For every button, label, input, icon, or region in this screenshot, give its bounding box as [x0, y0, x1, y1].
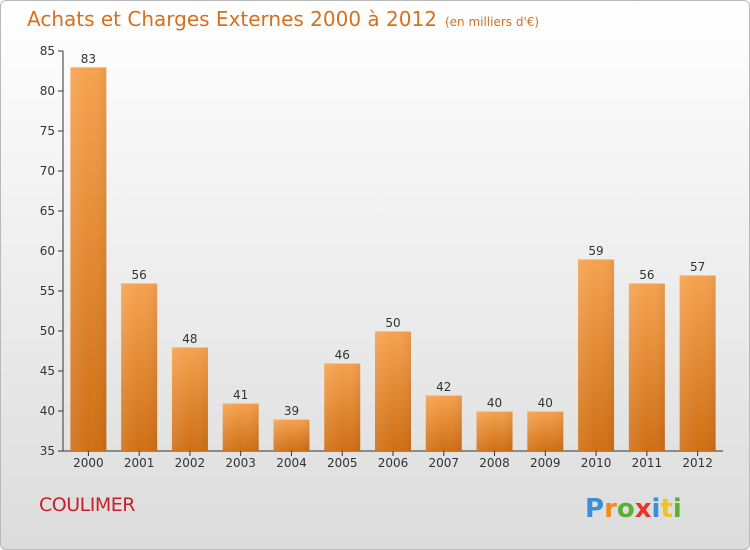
bar-shine-2002: [171, 347, 208, 451]
x-tick-label-2009: 2009: [530, 456, 561, 470]
data-label-2001: 56: [132, 268, 147, 282]
bar-shine-2001: [121, 283, 158, 451]
bar-shine-2009: [527, 411, 564, 451]
y-tick-label: 60: [40, 244, 55, 258]
x-tick-label-2006: 2006: [378, 456, 409, 470]
y-tick-label: 40: [40, 404, 55, 418]
bar-shine-2007: [425, 395, 462, 451]
data-label-2002: 48: [182, 332, 197, 346]
data-label-2009: 40: [538, 396, 553, 410]
y-tick-label: 75: [40, 124, 55, 138]
bar-shine-2003: [222, 403, 259, 451]
x-tick-label-2010: 2010: [581, 456, 612, 470]
x-tick-label-2003: 2003: [225, 456, 256, 470]
bars: [70, 67, 716, 451]
bar-shine-2006: [375, 331, 411, 451]
data-label-2000: 83: [81, 52, 96, 66]
y-tick-label: 35: [40, 444, 55, 458]
bar-shine-2004: [273, 419, 310, 451]
data-label-2004: 39: [284, 404, 299, 418]
data-label-2005: 46: [335, 348, 350, 362]
data-label-2012: 57: [690, 260, 705, 274]
bar-shine-2011: [628, 283, 665, 451]
chart-unit-label: (en milliers d'€): [444, 15, 540, 29]
x-tick-label-2007: 2007: [428, 456, 459, 470]
y-tick-label: 70: [40, 164, 55, 178]
data-label-2010: 59: [588, 244, 603, 258]
data-label-2011: 56: [639, 268, 654, 282]
data-label-2006: 50: [385, 316, 400, 330]
bar-shine-2005: [324, 363, 361, 451]
bar-shine-2010: [578, 259, 615, 451]
x-tick-label-2005: 2005: [327, 456, 358, 470]
data-label-2003: 41: [233, 388, 248, 402]
bar-shine-2008: [476, 411, 513, 451]
x-tick-label-2000: 2000: [73, 456, 104, 470]
city-name: COULIMER: [39, 494, 135, 516]
x-tick-label-2001: 2001: [124, 456, 155, 470]
axes: 35 40 45 50 55 60 65 70 75 80 85: [40, 44, 723, 458]
y-tick-label: 80: [40, 84, 55, 98]
data-label-2008: 40: [487, 396, 502, 410]
bar-shine-2012: [679, 275, 716, 451]
chart-title: Achats et Charges Externes 2000 à 2012 (e…: [27, 7, 539, 31]
y-tick-label: 85: [40, 44, 55, 58]
data-label-2007: 42: [436, 380, 451, 394]
x-tick-label-2008: 2008: [479, 456, 510, 470]
proxiti-logo: Proxiti: [585, 494, 682, 524]
y-tick-label: 45: [40, 364, 55, 378]
labels: 83 2000 56 2001 48 2002 41 2003 39 2004 46 2005 50 20…: [73, 52, 713, 470]
bar-shine-2000: [70, 67, 107, 451]
y-tick-label: 50: [40, 324, 55, 338]
x-tick-label-2002: 2002: [175, 456, 206, 470]
y-tick-label: 55: [40, 284, 55, 298]
x-tick-label-2011: 2011: [632, 456, 663, 470]
x-tick-label-2012: 2012: [682, 456, 713, 470]
x-tick-label-2004: 2004: [276, 456, 307, 470]
chart-title-text: Achats et Charges Externes 2000 à 2012: [27, 7, 437, 31]
svg-text:Proxiti: Proxiti: [585, 494, 682, 524]
y-tick-label: 65: [40, 204, 55, 218]
